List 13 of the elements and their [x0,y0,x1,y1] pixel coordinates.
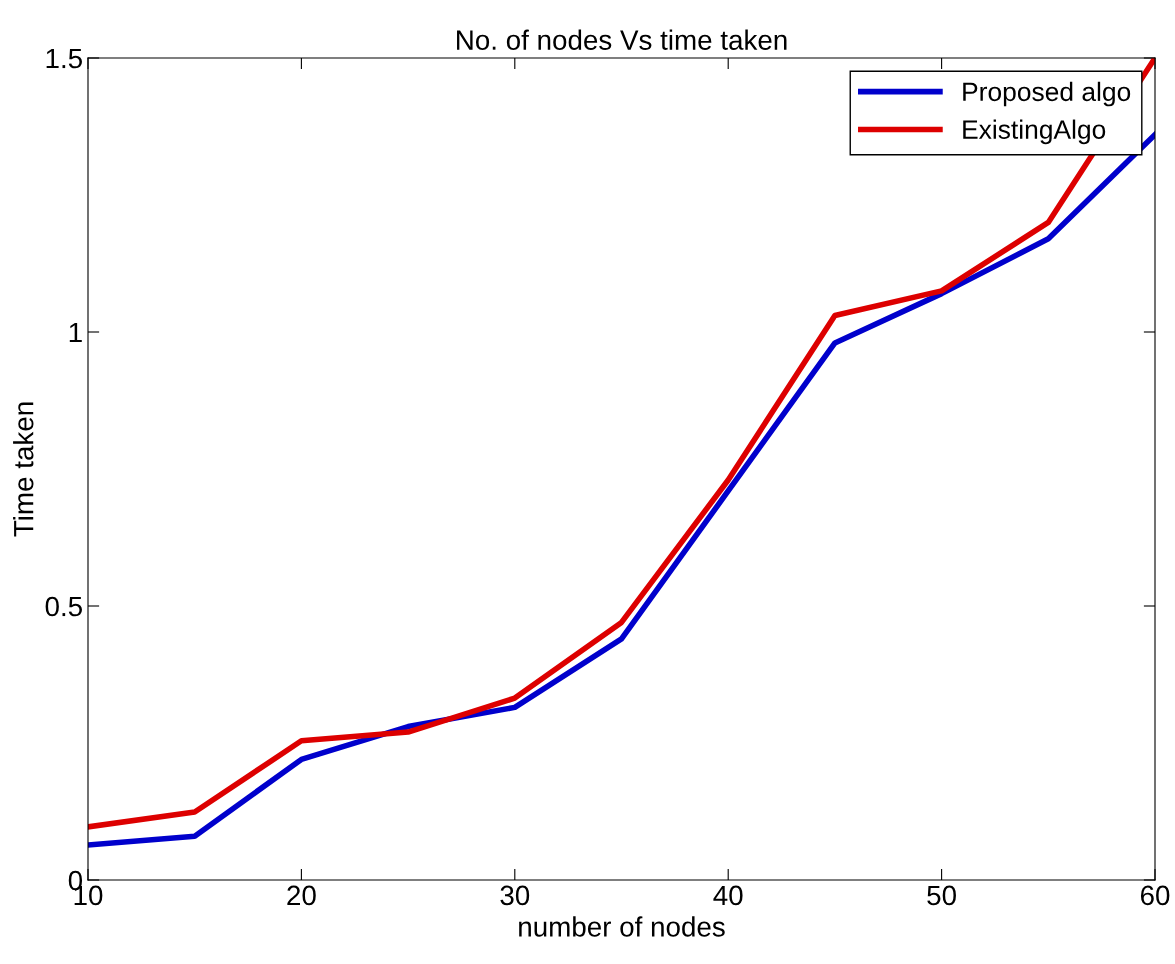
y-axis-title: Time taken [13,402,34,537]
y-tick-label: 1.5 [46,48,82,69]
y-tick-label: 0.5 [45,596,82,617]
x-tick-label: 30 [500,885,530,906]
x-tick-label: 50 [927,885,956,906]
x-tick-label: 60 [1140,885,1170,906]
legend-label: Proposed algo [963,81,1131,107]
x-tick-label: 40 [713,885,743,906]
x-axis-title: number of nodes [519,916,725,937]
chart-title: No. of nodes Vs time taken [457,29,787,50]
x-tick-label: 20 [287,885,316,906]
legend-label: ExistingAlgo [963,119,1106,145]
y-tick-label: 1 [69,322,82,343]
